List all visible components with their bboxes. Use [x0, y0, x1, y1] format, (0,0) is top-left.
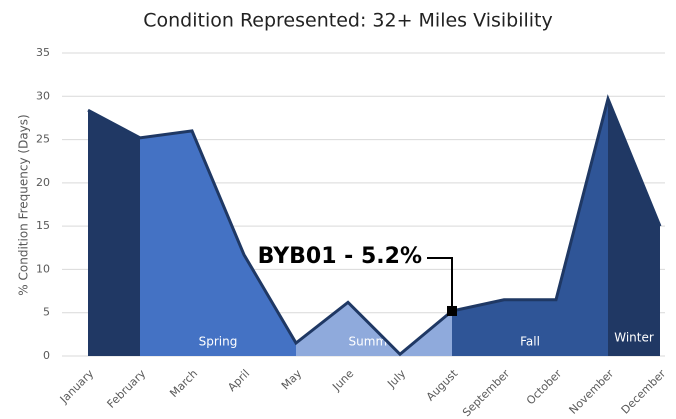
- x-tick-label: June: [329, 367, 356, 394]
- x-tick-label: May: [279, 367, 305, 393]
- x-tick-label: December: [619, 367, 669, 417]
- annotation-connector: [427, 257, 453, 311]
- x-tick-label: March: [167, 367, 200, 400]
- y-tick-label: 20: [36, 176, 50, 189]
- annotation-marker: [447, 305, 457, 316]
- season-area: [88, 110, 140, 356]
- annotation-text: BYB01 - 5.2%: [258, 244, 422, 269]
- season-label: Summer: [349, 335, 400, 349]
- y-tick-label: 10: [36, 262, 50, 275]
- y-tick-label: 35: [36, 46, 50, 59]
- season-label: Fall: [520, 335, 540, 349]
- season-label: Winter: [614, 331, 654, 345]
- x-tick-label: August: [424, 367, 461, 404]
- x-tick-label: November: [567, 367, 617, 417]
- season-area: [452, 98, 608, 356]
- x-tick-label: February: [105, 367, 149, 411]
- x-tick-label: September: [460, 367, 513, 419]
- y-axis-label: % Condition Frequency (Days): [17, 114, 31, 295]
- x-tick-label: April: [225, 367, 252, 394]
- y-tick-label: 25: [36, 133, 50, 146]
- y-tick-label: 5: [43, 306, 50, 319]
- area-outline: [87, 94, 662, 357]
- season-area: [608, 98, 660, 356]
- season-area: [140, 130, 296, 356]
- y-tick-label: 0: [43, 349, 50, 362]
- x-tick-label: October: [524, 367, 565, 408]
- y-tick-label: 15: [36, 219, 50, 232]
- x-tick-label: July: [384, 367, 408, 391]
- x-tick-label: January: [57, 367, 97, 407]
- season-label: Spring: [199, 335, 238, 349]
- chart-title: Condition Represented: 32+ Miles Visibil…: [143, 10, 553, 32]
- y-tick-label: 30: [36, 89, 50, 102]
